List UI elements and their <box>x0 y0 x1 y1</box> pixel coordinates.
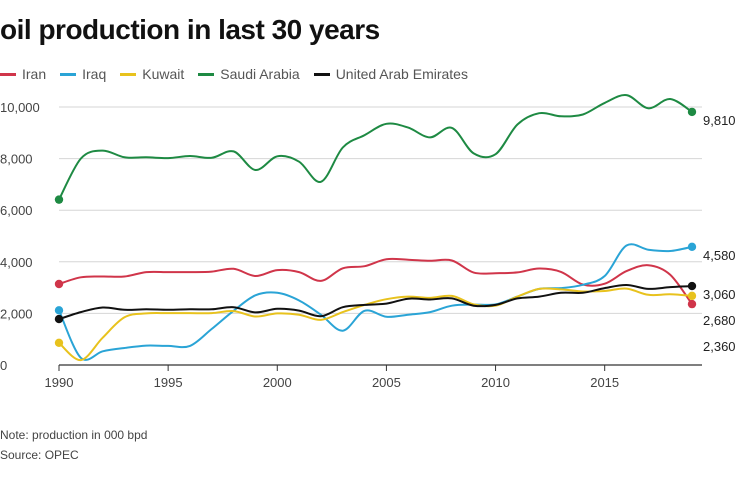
legend-item-kuwait: Kuwait <box>120 66 184 82</box>
series-line-kuwait <box>58 287 693 362</box>
series-end-point-kuwait <box>687 291 697 301</box>
x-tick-label: 2015 <box>590 375 619 390</box>
legend-swatch-iran <box>0 72 16 76</box>
end-value-label-kuwait: 2,680 <box>703 313 736 328</box>
y-tick-label: 8,000 <box>0 152 33 167</box>
series-start-point-iraq <box>54 306 64 315</box>
series-start-point-iran <box>54 279 64 289</box>
x-tick-label: 1990 <box>45 375 74 390</box>
series-line-iraq <box>58 243 693 361</box>
legend-label-saudi-arabia: Saudi Arabia <box>220 66 300 82</box>
end-value-label-saudi-arabia: 9,810 <box>703 113 736 128</box>
legend-swatch-saudi-arabia <box>198 72 215 76</box>
series-start-point-saudi-arabia <box>54 195 64 204</box>
y-tick-label: 4,000 <box>0 255 33 270</box>
y-tick-label: 6,000 <box>0 203 33 218</box>
end-value-label-iraq: 4,580 <box>703 248 736 263</box>
series-line-united-arab-emirates <box>58 283 693 321</box>
legend-label-iraq: Iraq <box>82 66 107 82</box>
legend-swatch-uae <box>313 72 330 76</box>
y-tick-label: 10,000 <box>0 100 40 115</box>
legend-item-iran: Iran <box>0 66 46 82</box>
end-value-label-united-arab-emirates: 3,060 <box>703 287 736 302</box>
x-tick-label: 1995 <box>154 375 183 390</box>
legend-label-iran: Iran <box>22 66 47 82</box>
legend-item-iraq: Iraq <box>60 66 106 82</box>
series-end-point-iraq <box>687 242 697 252</box>
series-end-point-united-arab-emirates <box>687 281 697 291</box>
x-tick-label: 2010 <box>481 375 510 390</box>
footnote-note: Note: production in 000 bpd <box>0 428 148 442</box>
x-tick-label: 2005 <box>372 375 401 390</box>
series-end-point-saudi-arabia <box>687 107 697 117</box>
y-tick-label: 0 <box>0 358 7 373</box>
legend-label-uae: United Arab Emirates <box>335 66 468 82</box>
line-chart: 0 2,000 4,000 6,000 8,000 10,000 1990 1995 2000 2… <box>0 94 736 390</box>
legend-item-saudi-arabia: Saudi Arabia <box>198 66 300 82</box>
x-tick-label: 2000 <box>263 375 292 390</box>
legend-item-uae: United Arab Emirates <box>313 66 468 82</box>
chart-title: oil production in last 30 years <box>0 14 380 45</box>
series-start-point-kuwait <box>54 338 64 348</box>
end-value-label-iran: 2,360 <box>703 339 736 354</box>
chart-legend: Iran Iraq Kuwait Saudi Arabia United Ara… <box>0 66 482 82</box>
legend-swatch-kuwait <box>120 72 137 76</box>
series-line-saudi-arabia <box>58 94 693 201</box>
series-end-point-iran <box>687 299 697 309</box>
series-start-point-united-arab-emirates <box>54 314 64 324</box>
footnote-source: Source: OPEC <box>0 448 79 462</box>
legend-label-kuwait: Kuwait <box>142 66 185 82</box>
legend-swatch-iraq <box>60 72 77 76</box>
y-tick-label: 2,000 <box>0 306 33 321</box>
